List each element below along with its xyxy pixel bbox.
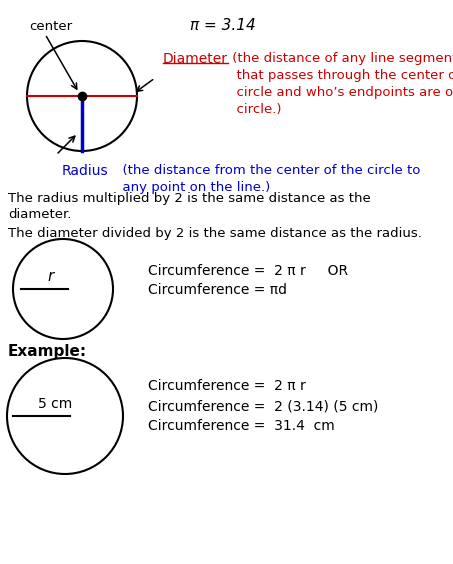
Text: Example:: Example: bbox=[8, 344, 87, 359]
Text: (the distance from the center of the circle to
  any point on the line.): (the distance from the center of the cir… bbox=[114, 164, 420, 194]
Text: Circumference =  31.4  cm: Circumference = 31.4 cm bbox=[148, 419, 335, 433]
Text: r: r bbox=[48, 269, 54, 284]
Text: The diameter divided by 2 is the same distance as the radius.: The diameter divided by 2 is the same di… bbox=[8, 227, 422, 240]
Text: Circumference =  2 π r: Circumference = 2 π r bbox=[148, 379, 306, 393]
Text: Diameter: Diameter bbox=[163, 52, 228, 66]
Text: Circumference =  2 π r     OR: Circumference = 2 π r OR bbox=[148, 264, 348, 278]
Text: (the distance of any line segment
  that passes through the center of the
  circ: (the distance of any line segment that p… bbox=[228, 52, 453, 116]
Text: Radius: Radius bbox=[62, 164, 109, 178]
Text: Circumference = πd: Circumference = πd bbox=[148, 283, 287, 297]
Text: center: center bbox=[29, 20, 72, 33]
Text: Circumference =  2 (3.14) (5 cm): Circumference = 2 (3.14) (5 cm) bbox=[148, 399, 378, 413]
Text: 5 cm: 5 cm bbox=[38, 397, 72, 411]
Text: π = 3.14: π = 3.14 bbox=[190, 18, 256, 33]
Text: The radius multiplied by 2 is the same distance as the
diameter.: The radius multiplied by 2 is the same d… bbox=[8, 192, 371, 222]
